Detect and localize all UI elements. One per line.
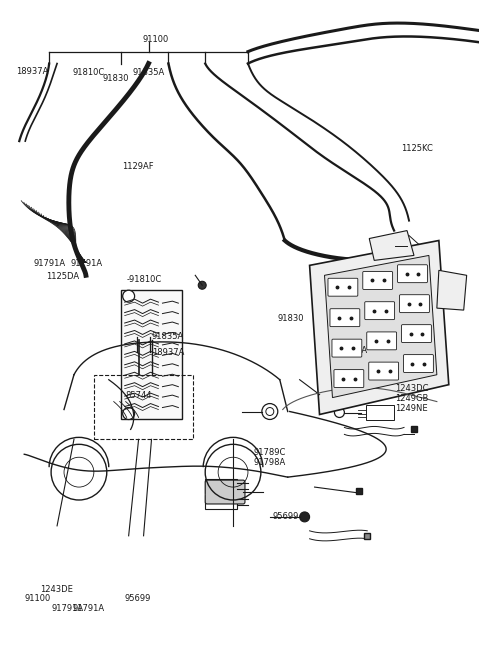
Polygon shape	[310, 240, 449, 415]
Circle shape	[335, 407, 344, 417]
Circle shape	[198, 281, 206, 289]
Text: 91791A: 91791A	[51, 604, 84, 612]
Text: 95699: 95699	[273, 512, 299, 521]
FancyBboxPatch shape	[399, 295, 430, 313]
Circle shape	[123, 407, 134, 419]
Text: 91798A: 91798A	[253, 458, 286, 467]
Text: 1249NE: 1249NE	[395, 403, 428, 413]
FancyBboxPatch shape	[363, 271, 393, 290]
Text: 91100: 91100	[142, 35, 168, 43]
FancyBboxPatch shape	[369, 362, 398, 380]
FancyBboxPatch shape	[328, 279, 358, 296]
Circle shape	[300, 512, 310, 522]
Text: 91791A: 91791A	[336, 346, 368, 355]
Text: 18937A: 18937A	[152, 348, 184, 357]
FancyBboxPatch shape	[205, 480, 245, 504]
FancyBboxPatch shape	[330, 309, 360, 327]
Circle shape	[415, 244, 423, 252]
FancyBboxPatch shape	[367, 332, 396, 350]
Text: 91791A: 91791A	[71, 259, 103, 267]
Circle shape	[123, 290, 134, 302]
Text: 95699: 95699	[124, 595, 151, 603]
Text: 1129AF: 1129AF	[122, 162, 154, 171]
Text: 1249GB: 1249GB	[395, 394, 429, 403]
Text: 85744: 85744	[126, 391, 152, 399]
FancyBboxPatch shape	[397, 265, 427, 283]
Text: 91791A: 91791A	[73, 604, 105, 612]
Bar	[366, 405, 394, 420]
Text: 91835A: 91835A	[132, 68, 165, 77]
FancyBboxPatch shape	[332, 339, 362, 357]
FancyBboxPatch shape	[404, 355, 433, 373]
Text: 1125DA: 1125DA	[46, 272, 79, 281]
Text: 91830: 91830	[103, 74, 129, 83]
Bar	[205, 479, 237, 493]
Polygon shape	[369, 231, 414, 260]
Text: 18937A: 18937A	[16, 67, 48, 76]
Bar	[120, 290, 182, 419]
FancyBboxPatch shape	[402, 325, 432, 342]
Circle shape	[262, 403, 278, 419]
Bar	[94, 374, 193, 440]
Bar	[205, 495, 237, 509]
Text: 91791A: 91791A	[34, 259, 66, 267]
Polygon shape	[324, 256, 437, 397]
Text: 91810C: 91810C	[73, 68, 105, 77]
Text: 91830: 91830	[277, 314, 304, 323]
Text: 91835A: 91835A	[152, 332, 184, 342]
Text: 1243DC: 1243DC	[395, 384, 429, 393]
Text: 91789C: 91789C	[253, 448, 286, 457]
Text: -91810C: -91810C	[126, 275, 162, 284]
Polygon shape	[437, 270, 467, 310]
Text: 91100: 91100	[24, 595, 50, 603]
Text: 1243DE: 1243DE	[40, 585, 73, 595]
FancyBboxPatch shape	[365, 302, 395, 319]
FancyBboxPatch shape	[334, 370, 364, 388]
Text: 1125KC: 1125KC	[401, 145, 433, 153]
